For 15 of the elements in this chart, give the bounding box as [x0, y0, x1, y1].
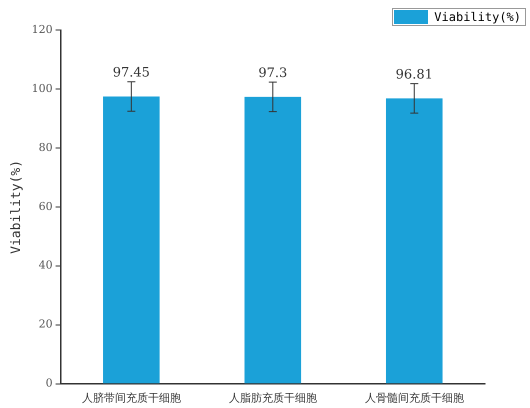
y-tick-label: 0 [46, 376, 53, 390]
y-tick-label: 40 [38, 258, 53, 272]
y-tick-label: 100 [32, 82, 53, 95]
data-label: 96.81 [396, 68, 433, 83]
y-tick-label: 60 [38, 200, 53, 213]
x-tick-label: 人脐带间充质干细胞 [82, 391, 181, 404]
data-label: 97.3 [258, 66, 288, 82]
y-tick-label: 120 [32, 22, 53, 36]
data-label: 97.45 [112, 66, 150, 81]
x-tick-label: 人骨髓间充质干细胞 [364, 391, 464, 404]
y-tick-label: 20 [38, 318, 53, 331]
y-tick-label: 80 [38, 140, 53, 154]
legend-label: Viability(%) [434, 10, 521, 24]
x-tick-label: 人脂肪充质干细胞 [228, 391, 317, 404]
y-axis-title: Viability(%) [9, 160, 24, 254]
